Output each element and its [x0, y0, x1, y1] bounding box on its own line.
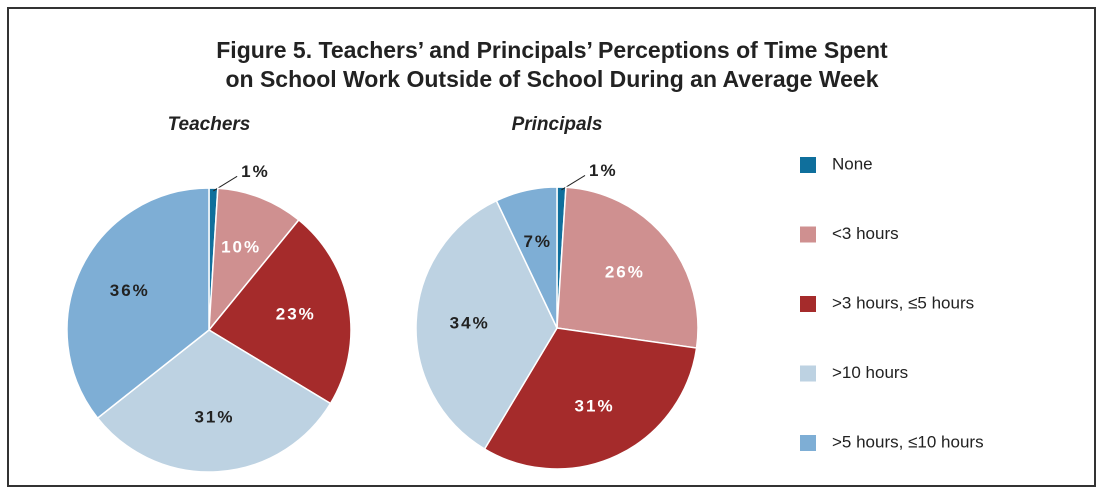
data-label: 23% — [276, 304, 316, 323]
legend-label: >5 hours, ≤10 hours — [832, 432, 984, 451]
pie-slice — [96, 329, 332, 473]
legend-swatch — [800, 296, 816, 312]
pie-slice — [415, 199, 558, 451]
legend-swatch — [800, 435, 816, 451]
legend-swatch — [800, 365, 816, 382]
data-label: 36% — [110, 281, 150, 300]
legend-label: >3 hours, ≤5 hours — [832, 293, 974, 312]
pie-slice — [66, 187, 210, 420]
chart-title: Figure 5. Teachers’ and Principals’ Perc… — [216, 37, 888, 63]
pie-title: Principals — [512, 114, 603, 135]
data-label: 10% — [221, 238, 261, 257]
pie-slice — [207, 218, 352, 405]
legend-swatch — [800, 157, 816, 173]
data-label: 31% — [575, 396, 615, 415]
data-label: 7% — [523, 232, 552, 251]
data-label: 31% — [194, 407, 234, 426]
data-label: 26% — [605, 262, 645, 281]
pie-title: Teachers — [168, 114, 251, 135]
legend-label: <3 hours — [832, 224, 899, 243]
pie-slice — [208, 187, 300, 333]
chart-subtitle: on School Work Outside of School During … — [225, 66, 878, 92]
pie-slice — [483, 327, 698, 470]
legend-label: None — [832, 154, 873, 173]
legend-label: >10 hours — [832, 363, 908, 382]
data-label: 34% — [450, 313, 490, 332]
legend-swatch — [800, 226, 816, 243]
pie-slice — [495, 186, 558, 329]
pie-slice — [556, 186, 699, 349]
data-label: 1% — [241, 162, 270, 181]
data-label: 1% — [589, 161, 618, 180]
